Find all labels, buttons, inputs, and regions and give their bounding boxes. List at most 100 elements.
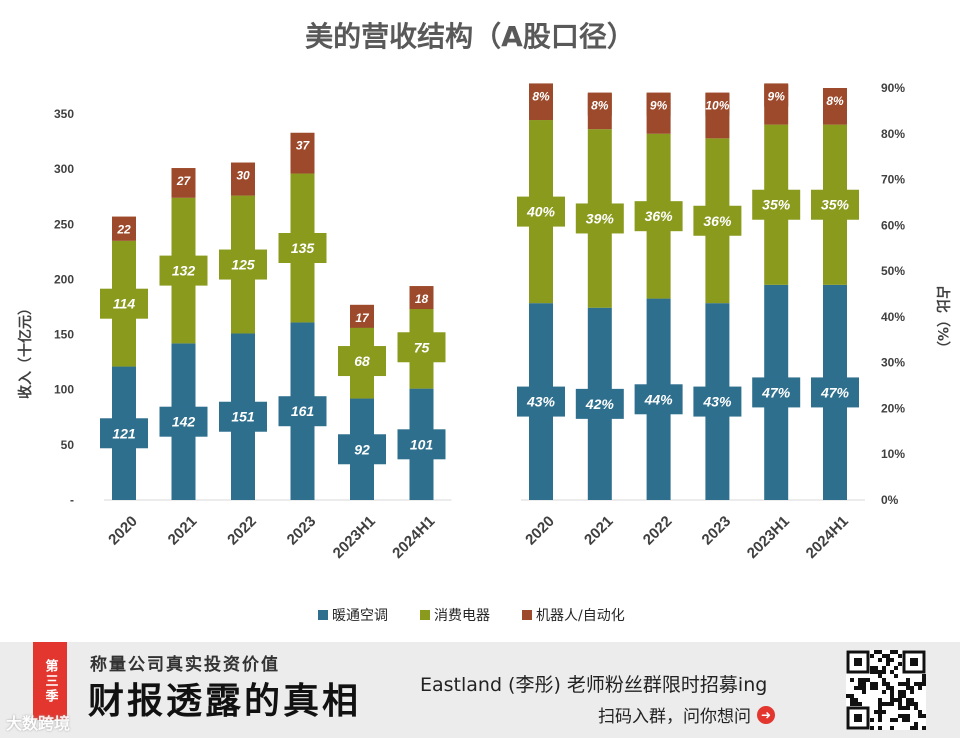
data-label-box [397,429,446,460]
data-label-box [338,346,386,377]
data-label: 37 [296,139,311,153]
arrow-right-icon[interactable]: ➜ [757,705,775,724]
legend-swatch [420,610,430,620]
data-label: 44% [644,391,674,407]
y-tick-label: 10% [881,447,905,461]
data-label: 9% [650,99,668,113]
x-tick-label: 2020 [522,513,558,549]
data-label-box [231,163,255,186]
data-label: 47% [761,384,791,400]
data-label-box [409,287,434,310]
data-label: 135 [291,240,315,256]
data-label: 151 [231,409,255,425]
data-label: 8% [532,89,550,103]
x-tick-label: 2021 [581,513,617,549]
data-label-box [100,418,148,449]
chart-legend: 暖通空调 消费电器 机器人/自动化 [318,608,625,624]
x-tick-label: 2023 [284,513,320,549]
y-axis-label: 占比（%） [934,285,951,355]
data-label-box [290,133,315,156]
data-label: 35% [762,197,791,213]
chart-title: 美的营收结构（A股口径） [305,20,635,53]
x-tick-label: 2020 [105,513,141,549]
data-label: 161 [291,403,315,419]
data-label: 68 [354,353,370,369]
legend-label: 机器人/自动化 [536,608,625,624]
data-label-box [219,249,267,280]
x-tick-label: 2023 [699,513,735,549]
data-label-box [693,386,742,417]
y-tick-label: 30% [881,356,905,370]
data-label: 92 [354,441,370,457]
data-label: 30 [236,169,250,183]
data-label: 9% [768,89,786,103]
legend-label: 消费电器 [434,608,490,624]
data-label-box [517,196,565,227]
data-label-box [575,388,624,419]
y-tick-label: 70% [881,173,905,187]
legend-swatch [318,610,328,620]
data-label-box [350,305,374,328]
data-label: 101 [410,436,434,452]
data-label: 42% [585,396,615,412]
x-tick-label: 2023H1 [330,513,379,562]
data-label: 35% [821,197,850,213]
data-label-box [752,377,801,408]
data-label: 40% [526,204,556,220]
x-tick-label: 2021 [165,513,201,549]
data-label-box [575,203,624,234]
season-tag: 第三季 [33,642,67,720]
banner-title: 财报透露的真相 [88,680,362,722]
data-label: 36% [645,208,674,224]
y-tick-label: 200 [54,272,74,286]
data-label: 36% [703,213,732,229]
data-label-box [219,401,267,432]
data-label-box [159,406,208,437]
watermark-text: 大数跨境 [6,714,71,733]
data-label-box [646,93,671,116]
data-label: 27 [176,174,192,188]
data-label: 39% [586,210,615,226]
data-label: 17 [355,311,370,325]
data-label-box [634,201,683,232]
data-label-box [112,217,136,240]
data-label-box [278,232,327,263]
x-tick-label: 2024H1 [389,513,438,562]
share-chart: 0% 10% 20% 30% 40% 50% 60% 70% 80% 90% 占比（%） 43% 40%… [517,81,951,562]
data-label-box [100,288,148,319]
y-tick-label: 150 [54,328,74,342]
y-axis-label: 收入（十亿元） [17,301,34,399]
y-tick-label: - [70,493,74,507]
data-label: 132 [172,263,196,279]
data-label-box [705,93,730,116]
data-label-box [171,169,196,192]
data-label-box [529,84,553,107]
x-tick-label: 2022 [224,513,260,549]
data-label-box [517,386,565,417]
legend-swatch [522,610,532,620]
data-label: 18 [415,292,429,306]
data-label-box [397,332,446,363]
data-label-box [338,434,386,465]
qr-code-icon[interactable] [846,650,926,730]
promo-line-2[interactable]: 扫码入群，问你想问 ➜ [598,702,775,727]
revenue-chart: - 50 100 150 200 250 300 350 收入（十亿元） 121 114 22 2020… [17,107,452,562]
y-tick-label: 20% [881,401,905,415]
revenue-structure-chart: 美的营收结构（A股口径） - 50 100 150 200 250 300 350 收入（十亿元… [17,20,951,624]
x-tick-label: 2024H1 [803,513,852,562]
data-label: 114 [113,296,136,312]
data-label: 10% [705,99,729,113]
data-label: 75 [414,339,430,355]
y-tick-label: 50% [881,264,905,278]
legend-label: 暖通空调 [332,608,388,624]
data-label-box [811,377,859,408]
data-label-box [823,89,847,111]
data-label: 142 [172,414,196,430]
data-label-box [693,205,742,236]
y-tick-label: 0% [881,493,899,507]
data-label-box [159,255,208,286]
data-label-box [764,84,789,107]
data-label: 125 [231,257,255,273]
data-label-box [752,189,801,220]
data-label: 47% [820,384,850,400]
